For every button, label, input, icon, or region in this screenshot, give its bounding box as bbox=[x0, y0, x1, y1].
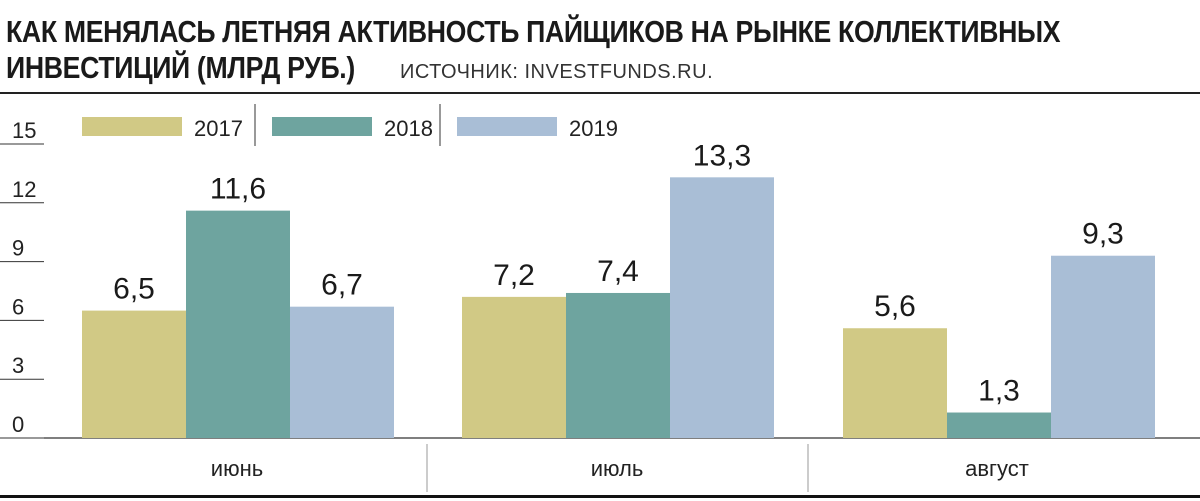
title-line-1: КАК МЕНЯЛАСЬ ЛЕТНЯЯ АКТИВНОСТЬ ПАЙЩИКОВ … bbox=[6, 14, 1061, 49]
top-rule bbox=[0, 92, 1200, 94]
chart-title: КАК МЕНЯЛАСЬ ЛЕТНЯЯ АКТИВНОСТЬ ПАЙЩИКОВ … bbox=[6, 14, 1061, 86]
bar-2017-июнь bbox=[82, 310, 186, 438]
y-tick-label: 0 bbox=[12, 412, 24, 437]
title-line-2: ИНВЕСТИЦИЙ (МЛРД РУБ.) bbox=[6, 50, 355, 85]
legend-label-2019: 2019 bbox=[569, 116, 618, 141]
data-label: 1,3 bbox=[978, 375, 1020, 408]
bar-2017-июль bbox=[462, 296, 566, 438]
data-label: 7,4 bbox=[597, 255, 639, 288]
data-label: 5,6 bbox=[874, 290, 916, 323]
data-label: 11,6 bbox=[210, 173, 266, 206]
bar-2018-август bbox=[947, 412, 1051, 438]
data-label: 9,3 bbox=[1082, 218, 1124, 251]
y-tick-label: 9 bbox=[12, 236, 24, 261]
legend-label-2017: 2017 bbox=[194, 116, 243, 141]
x-category-label: август bbox=[965, 456, 1029, 481]
data-label: 6,7 bbox=[321, 269, 363, 302]
legend-label-2018: 2018 bbox=[384, 116, 433, 141]
data-label: 6,5 bbox=[113, 273, 155, 306]
data-label: 7,2 bbox=[493, 259, 535, 292]
bar-2019-август bbox=[1051, 255, 1155, 438]
y-tick-label: 12 bbox=[12, 177, 36, 202]
data-label: 13,3 bbox=[693, 139, 751, 172]
legend-swatch-2017 bbox=[82, 117, 182, 136]
bar-2018-июль bbox=[566, 292, 670, 438]
legend-swatch-2019 bbox=[457, 117, 557, 136]
legend-swatch-2018 bbox=[272, 117, 372, 136]
y-tick-label: 6 bbox=[12, 294, 24, 319]
y-tick-label: 15 bbox=[12, 118, 36, 143]
bar-2018-июнь bbox=[186, 210, 290, 438]
x-category-label: июль bbox=[591, 456, 644, 481]
x-category-label: июнь bbox=[211, 456, 263, 481]
source-note: ИСТОЧНИК: INVESTFUNDS.RU. bbox=[400, 61, 714, 83]
y-tick-label: 3 bbox=[12, 353, 24, 378]
bar-2017-август bbox=[843, 328, 947, 438]
bottom-rule bbox=[0, 495, 1200, 498]
bar-2019-июль bbox=[670, 177, 774, 438]
bar-2019-июнь bbox=[290, 306, 394, 438]
